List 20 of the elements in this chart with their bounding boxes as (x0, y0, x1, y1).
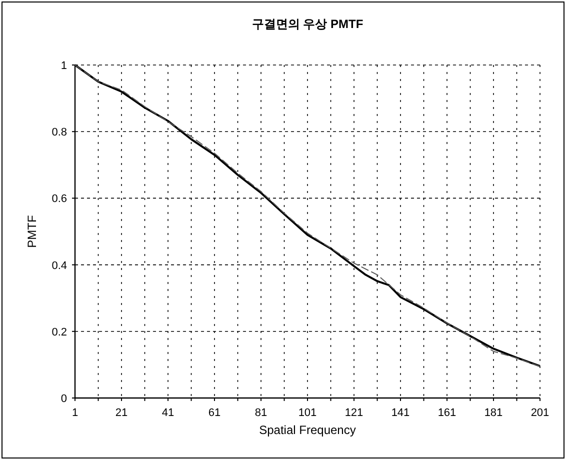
x-tick-label: 1 (72, 407, 78, 419)
y-tick-label: 0.8 (52, 126, 67, 139)
x-tick-label: 121 (344, 407, 364, 419)
x-tick-label: 81 (254, 407, 268, 419)
y-tick-label: 0.4 (52, 260, 67, 272)
y-tick-label: 0 (60, 393, 67, 405)
x-tick-label: 21 (115, 407, 128, 419)
x-tick-label: 181 (484, 407, 503, 419)
x-tick-label: 41 (162, 407, 174, 419)
y-tick-label: 1 (60, 60, 67, 72)
x-axis-title: Spatial Frequency (259, 423, 356, 437)
x-tick-label: 201 (530, 407, 550, 419)
y-axis-title: PMTF (25, 215, 39, 248)
x-tick-label: 61 (208, 407, 221, 419)
y-tick-label: 0.6 (52, 193, 67, 206)
chart-title: 구결면의 우상 PMTF (252, 17, 364, 31)
x-tick-label: 101 (298, 407, 317, 419)
x-tick-label: 141 (391, 407, 410, 419)
y-tick-label: 0.2 (52, 326, 67, 338)
x-tick-label: 161 (438, 407, 456, 419)
